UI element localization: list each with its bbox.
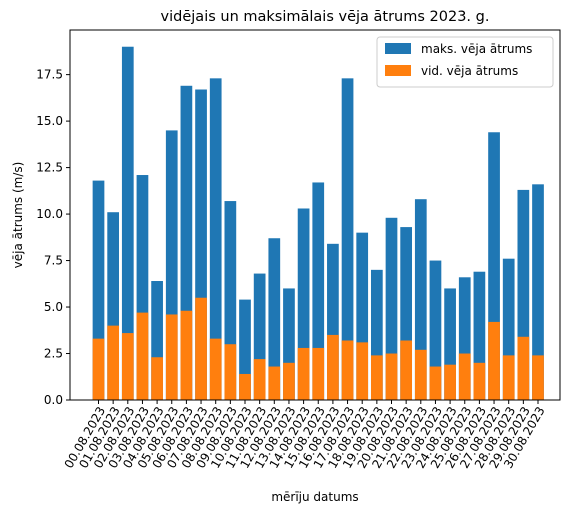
bars-layer xyxy=(92,46,544,400)
bar-max-18 xyxy=(356,232,369,400)
bar-max-4 xyxy=(151,281,163,400)
bar-max-23 xyxy=(429,260,442,400)
y-tick-label: 5.0 xyxy=(44,300,63,314)
bar-avg-29 xyxy=(517,336,530,400)
bar-max-12 xyxy=(268,238,281,400)
y-tick-label: 10.0 xyxy=(36,207,63,221)
bar-max-3 xyxy=(136,175,149,400)
bar-max-6 xyxy=(180,85,193,400)
bar-max-1 xyxy=(107,212,120,400)
bar-avg-15 xyxy=(312,347,325,400)
bar-avg-16 xyxy=(327,334,339,400)
bar-max-7 xyxy=(195,89,207,400)
bar-avg-20 xyxy=(385,353,398,400)
y-tick-label: 0.0 xyxy=(44,393,63,407)
legend-label-avg: vid. vēja ātrums xyxy=(421,64,518,78)
bar-avg-5 xyxy=(165,314,178,400)
bar-avg-18 xyxy=(356,342,369,400)
bar-avg-23 xyxy=(429,366,442,400)
bar-avg-25 xyxy=(458,353,471,400)
bar-avg-26 xyxy=(473,362,486,400)
bar-avg-2 xyxy=(121,333,134,400)
y-tick-label: 17.5 xyxy=(36,68,63,82)
bar-max-25 xyxy=(458,277,471,400)
bar-avg-13 xyxy=(283,362,295,400)
bar-max-16 xyxy=(327,243,339,400)
bar-avg-7 xyxy=(195,297,207,400)
bar-avg-24 xyxy=(444,364,456,400)
bar-avg-8 xyxy=(209,338,222,400)
bar-max-13 xyxy=(283,288,295,400)
y-axis: 0.0 2.5 5.0 7.5 10.0 12.5 15.0 17.5 xyxy=(36,68,70,407)
bar-max-26 xyxy=(473,271,486,400)
bar-avg-9 xyxy=(224,344,237,400)
bar-avg-14 xyxy=(297,347,310,400)
bar-avg-22 xyxy=(414,349,427,400)
y-tick-label: 7.5 xyxy=(44,254,63,268)
legend-swatch-avg xyxy=(385,65,411,76)
y-tick-label: 15.0 xyxy=(36,114,63,128)
bar-avg-4 xyxy=(151,357,163,400)
y-tick-label: 2.5 xyxy=(44,347,63,361)
legend-swatch-max xyxy=(385,43,411,54)
bar-max-19 xyxy=(370,269,383,400)
bar-avg-3 xyxy=(136,312,149,400)
bar-max-11 xyxy=(253,273,266,400)
x-axis: 00.08.202301.08.202302.08.202303.08.2023… xyxy=(62,400,548,471)
bar-max-21 xyxy=(400,227,413,400)
bar-max-24 xyxy=(444,288,456,400)
bar-max-29 xyxy=(517,189,530,400)
bar-avg-30 xyxy=(532,355,544,400)
bar-max-20 xyxy=(385,217,398,400)
y-axis-label: vēja ātrums (m/s) xyxy=(11,162,25,269)
bar-avg-11 xyxy=(253,359,266,400)
bar-avg-10 xyxy=(239,373,251,400)
bar-max-10 xyxy=(239,299,251,400)
bar-max-5 xyxy=(165,130,178,400)
bar-max-22 xyxy=(414,199,427,400)
bar-max-28 xyxy=(502,258,515,400)
bar-max-17 xyxy=(341,78,354,400)
bar-max-27 xyxy=(488,132,500,400)
chart-title: vidējais un maksimālais vēja ātrums 2023… xyxy=(161,9,490,25)
bar-max-14 xyxy=(297,208,310,400)
bar-max-15 xyxy=(312,182,325,400)
bar-avg-28 xyxy=(502,355,515,400)
bar-max-8 xyxy=(209,78,222,400)
bar-max-2 xyxy=(121,46,134,400)
legend: maks. vēja ātrums vid. vēja ātrums xyxy=(376,36,554,88)
x-axis-label: mērīju datums xyxy=(271,490,358,504)
legend-label-max: maks. vēja ātrums xyxy=(421,42,532,56)
bar-max-30 xyxy=(532,184,544,400)
bar-avg-1 xyxy=(107,325,120,400)
legend-frame xyxy=(376,36,554,88)
y-tick-label: 12.5 xyxy=(36,161,63,175)
bar-avg-0 xyxy=(92,338,105,400)
bar-avg-27 xyxy=(488,321,500,400)
bar-max-9 xyxy=(224,201,237,400)
bar-avg-21 xyxy=(400,340,413,400)
bar-avg-12 xyxy=(268,366,281,400)
bar-max-0 xyxy=(92,180,105,400)
bar-avg-17 xyxy=(341,340,354,400)
bar-avg-6 xyxy=(180,310,193,400)
bar-avg-19 xyxy=(370,355,383,400)
plot-frame xyxy=(69,29,561,401)
